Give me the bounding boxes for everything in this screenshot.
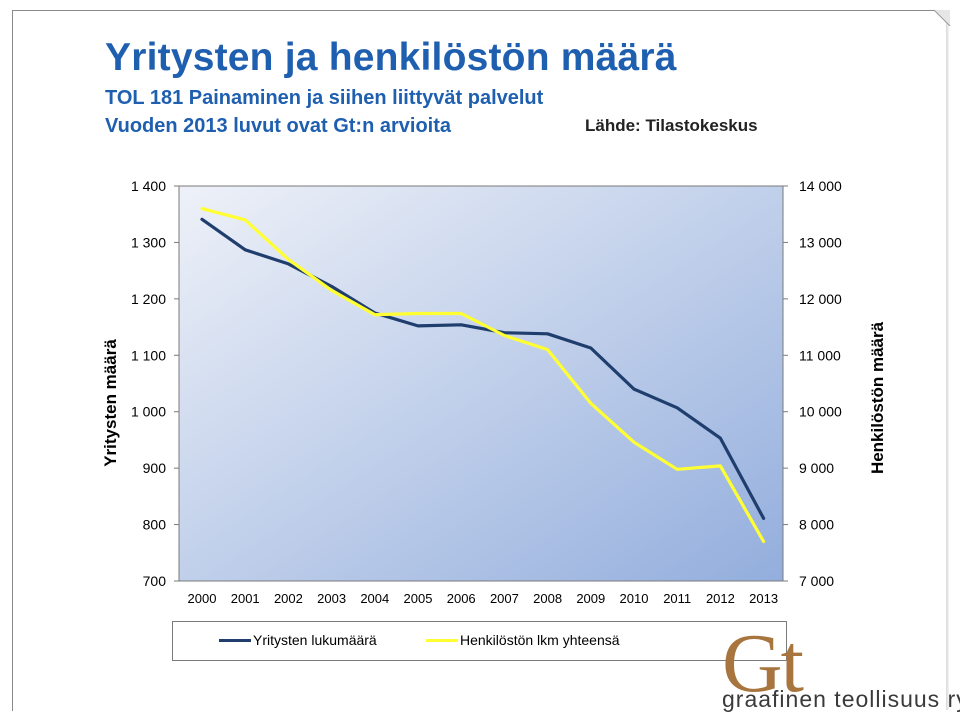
legend-item-personnel: Henkilöstön lkm yhteensä [426,632,620,648]
slide-corner-fold [934,9,951,26]
plot-area [178,185,784,582]
y-right-tick-label: 11 000 [799,347,841,363]
x-tick-label: 2003 [317,591,346,606]
logo-wordmark: graafinen teollisuus ry [722,686,960,712]
x-tick-label: 2000 [188,591,217,606]
x-tick-label: 2002 [274,591,303,606]
y-right-tick-label: 7 000 [799,573,834,589]
y-right-tick-label: 10 000 [799,404,842,420]
slide-frame [12,10,947,711]
y-left-tick-label: 1 100 [131,347,166,363]
legend-label-companies: Yritysten lukumäärä [253,632,377,648]
x-tick-label: 2008 [533,591,562,606]
x-tick-label: 2007 [490,591,519,606]
legend-label-personnel: Henkilöstön lkm yhteensä [460,632,620,648]
legend-swatch-companies [219,638,251,642]
y-left-tick-label: 1 300 [131,234,166,250]
series-line-personnel [200,207,766,544]
slide-title: Yritysten ja henkilöstön määrä [105,36,677,79]
x-tick-label: 2013 [749,591,778,606]
x-tick-label: 2001 [231,591,260,606]
y-left-tick-label: 1 400 [131,178,166,194]
y-right-tick-label: 9 000 [799,460,834,476]
logo-mark: Gt [722,617,804,710]
y-right-tick-label: 8 000 [799,517,834,533]
x-tick-label: 2004 [360,591,389,606]
y-left-tick-label: 700 [143,573,167,589]
x-tick-label: 2009 [576,591,605,606]
y-right-tick-label: 14 000 [799,178,842,194]
y-left-tick-label: 1 200 [131,291,166,307]
source-note: Lähde: Tilastokeskus [585,116,758,135]
y-left-tick-label: 900 [143,460,167,476]
x-tick-label: 2011 [663,591,691,606]
slide-subtitle-industry: TOL 181 Painaminen ja siihen liittyvät p… [105,87,544,109]
y-left-tick-label: 800 [143,517,167,533]
slide-edge-shadow [946,10,949,710]
x-tick-label: 2012 [706,591,735,606]
x-tick-label: 2005 [404,591,433,606]
x-tick-label: 2006 [447,591,476,606]
y-left-tick-label: 1 000 [131,404,166,420]
x-tick-label: 2010 [620,591,649,606]
slide-subtitle-estimate-note: Vuoden 2013 luvut ovat Gt:n arvioita [105,115,451,137]
series-line-companies [200,217,766,521]
y-axis-left-title: Yritysten määrä [101,339,120,467]
y-right-tick-label: 12 000 [799,291,842,307]
chart-legend: Yritysten lukumäärä Henkilöstön lkm yhte… [172,621,787,661]
legend-swatch-personnel [426,638,458,642]
y-right-tick-label: 13 000 [799,234,842,250]
y-axis-right-title: Henkilöstön määrä [868,321,887,475]
legend-item-companies: Yritysten lukumäärä [219,632,377,648]
